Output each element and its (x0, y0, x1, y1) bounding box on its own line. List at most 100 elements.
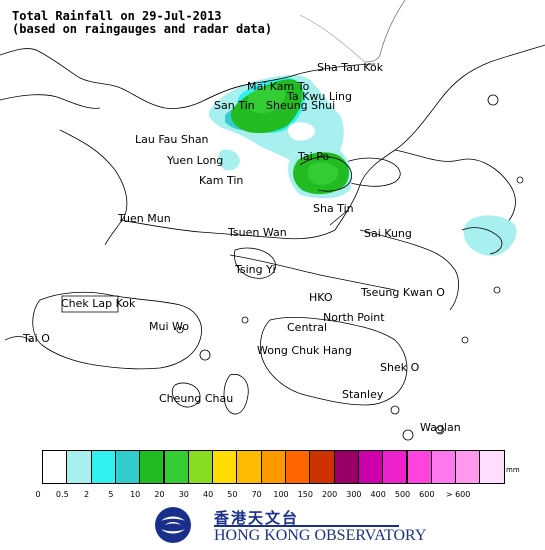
legend-swatch (285, 450, 311, 484)
legend-swatch (333, 450, 359, 484)
place-label-sha-tau-kok: Sha Tau Kok (317, 61, 384, 74)
hko-logo-icon (155, 507, 191, 543)
place-label-wong-chuk-hang: Wong Chuk Hang (257, 344, 352, 357)
legend-swatch (406, 450, 432, 484)
map-title: Total Rainfall on 29-Jul-2013 (12, 9, 222, 23)
place-label-mui-wo: Mui Wo (149, 320, 189, 333)
legend-tick-label: 200 (321, 490, 338, 499)
coastline-west (59, 129, 128, 246)
legend-swatch (66, 450, 92, 484)
place-label-sheung-shui: Sheung Shui (266, 99, 336, 112)
coastline-tsing-yi (234, 247, 276, 279)
place-label-sha-tin: Sha Tin (313, 202, 354, 215)
place-label-shek-o: Shek O (380, 361, 420, 374)
hko-divider (214, 525, 399, 527)
coastline-sha-tin (334, 44, 545, 231)
legend-tick-label: > 600 (445, 490, 471, 499)
island (493, 286, 501, 294)
island (176, 326, 184, 334)
legend-swatch (430, 450, 457, 484)
place-label-waglan: Waglan (420, 421, 461, 434)
coastline-lantau (32, 291, 202, 370)
legend-swatch (357, 450, 384, 484)
legend-swatch (455, 450, 481, 484)
coastline-cheung-chau (171, 382, 201, 408)
legend-tick-label: 50 (227, 490, 238, 499)
coastline-airport (61, 295, 119, 313)
legend-swatch (139, 450, 165, 484)
island (199, 349, 211, 361)
place-label-hko: HKO (309, 291, 333, 304)
coastline-sai-kung (359, 229, 460, 311)
island (487, 94, 499, 106)
place-label-sai-kung: Sai Kung (364, 227, 412, 240)
coastline-overlay-tolo (299, 156, 352, 192)
legend-tick-label: 600 (419, 490, 435, 499)
place-label-tsing-yi: Tsing Yi (235, 263, 276, 276)
legend-tick-label: 2 (84, 490, 90, 499)
place-label-yuen-long: Yuen Long (167, 154, 224, 167)
legend-tick-label: 20 (154, 490, 165, 499)
hko-english-name: HONG KONG OBSERVATORY (214, 527, 427, 544)
place-label-central: Central (287, 321, 328, 334)
legend-tick-label: 70 (251, 490, 262, 499)
border-line-north (299, 14, 366, 63)
legend-unit: mm (506, 466, 520, 474)
place-label-tai-o: Tai O (23, 332, 50, 345)
legend-tick-label: 10 (130, 490, 141, 499)
map-subtitle: (based on raingauges and radar data) (12, 22, 273, 36)
legend-swatch (260, 450, 286, 484)
place-label-tsuen-wan: Tsuen Wan (228, 226, 287, 239)
rain-area-light-kamtin (218, 149, 240, 171)
coastline-lamma (223, 373, 249, 415)
coastline-overlay-north (204, 63, 376, 101)
rain-area-light-pocket (287, 122, 316, 141)
coastline-tai-o (4, 336, 33, 343)
coastline-tolo (329, 157, 401, 187)
legend-swatch (212, 450, 238, 484)
place-label-north-point: North Point (323, 311, 385, 324)
legend-swatch (163, 450, 189, 484)
legend-swatch (187, 450, 214, 484)
island (241, 316, 249, 324)
coastline-overlay-saikung (461, 227, 503, 255)
legend-swatch (42, 450, 68, 484)
place-label-lau-fau-shan: Lau Fau Shan (135, 133, 209, 146)
legend-swatch (479, 450, 505, 484)
island (435, 425, 445, 435)
rainfall-map: Total Rainfall on 29-Jul-2013 (based on … (0, 0, 545, 441)
coastline-tuen-mun (119, 219, 336, 240)
legend-tick-label: 150 (297, 490, 313, 499)
border-line (364, 0, 406, 63)
legend-swatch (114, 450, 141, 484)
coastline-kowloon (229, 254, 396, 291)
legend-tick-label: 30 (178, 490, 189, 499)
rain-area-green-taipo-2 (307, 162, 339, 185)
legend-tick-label: 400 (370, 490, 386, 499)
place-label-tuen-mun: Tuen Mun (118, 212, 171, 225)
coastline-nw (0, 48, 246, 109)
place-label-ta-kwu-ling: Ta Kwu Ling (287, 90, 352, 103)
legend-swatch (236, 450, 262, 484)
legend-tick-label: 0.5 (55, 490, 69, 499)
place-label-kam-tin: Kam Tin (199, 174, 244, 187)
island (402, 429, 414, 441)
legend-tick-label: 40 (203, 490, 214, 499)
legend-tick-label: 100 (273, 490, 289, 499)
legend-tick-label: 300 (346, 490, 362, 499)
legend-swatch (382, 450, 408, 484)
place-label-tai-po: Tai Po (298, 150, 330, 163)
place-label-stanley: Stanley (342, 388, 384, 401)
place-label-san-tin: San Tin (214, 99, 255, 112)
rain-area-green-north-2 (248, 85, 286, 114)
coastline-east (394, 149, 516, 226)
hko-chinese-name: 香港天文台 (214, 509, 300, 527)
coastline-hk-island (260, 317, 408, 406)
place-label-cheung-chau: Cheung Chau (159, 392, 234, 405)
place-label-tseung-kwan-o: Tseung Kwan O (361, 286, 445, 299)
legend-tick-label: 5 (108, 490, 114, 499)
rain-area-light-sai-kung (463, 215, 517, 256)
coastline-nw2 (0, 94, 101, 109)
place-label-mai-kam-to: Mai Kam To (247, 80, 310, 93)
island (516, 176, 524, 184)
